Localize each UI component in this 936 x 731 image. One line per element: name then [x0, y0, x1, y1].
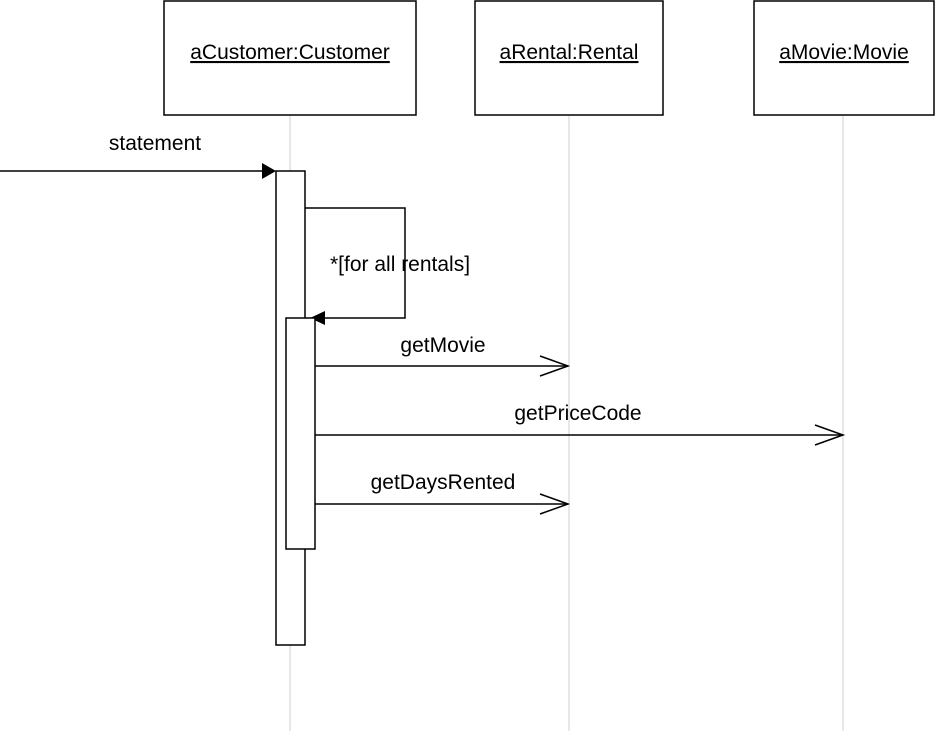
rental-object: aRental:Rental [474, 0, 664, 116]
rental-object-label: aRental:Rental [500, 41, 639, 64]
get-movie-label: getMovie [400, 334, 485, 357]
get-price-code-message: getPriceCode [315, 402, 846, 446]
get-days-rented-label: getDaysRented [371, 471, 516, 494]
loop-guard-label: *[for all rentals] [330, 253, 470, 276]
get-price-code-label: getPriceCode [514, 402, 641, 425]
statement-label: statement [109, 132, 201, 155]
get-movie-message: getMovie [315, 334, 571, 377]
movie-object-label: aMovie:Movie [779, 41, 909, 64]
get-days-rented-message: getDaysRented [315, 471, 571, 515]
get-price-code-arrowhead [814, 424, 846, 446]
statement-message: statement [0, 132, 276, 179]
customer-object: aCustomer:Customer [163, 0, 417, 116]
movie-object: aMovie:Movie [753, 0, 935, 116]
nested-activation-bar [285, 317, 316, 550]
loop-arrowhead [310, 311, 325, 325]
customer-object-label: aCustomer:Customer [190, 41, 390, 64]
get-movie-arrowhead [539, 355, 571, 377]
get-days-rented-arrowhead [539, 493, 571, 515]
statement-arrowhead [262, 163, 276, 179]
loop-self-message: *[for all rentals] [305, 207, 470, 325]
